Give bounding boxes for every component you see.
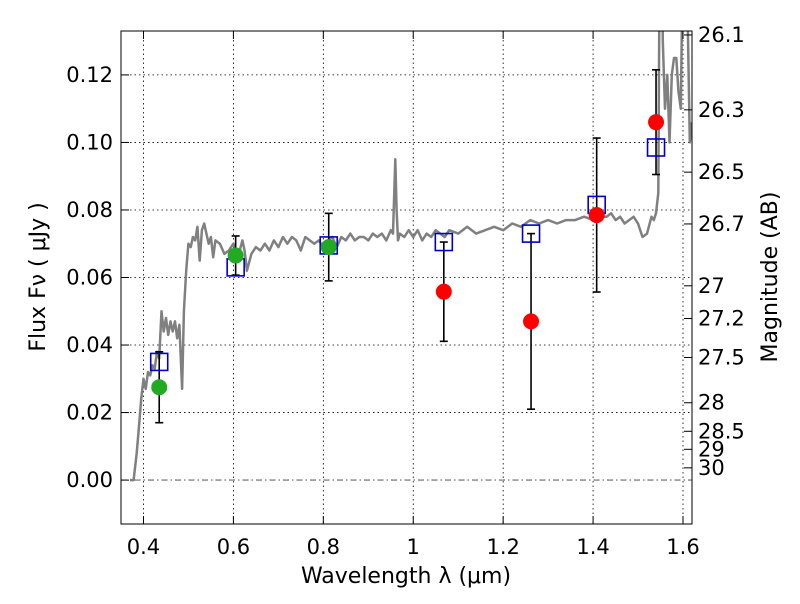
x-tick-label: 1.4 bbox=[576, 535, 609, 559]
y-axis-label: Flux Fν ( μJy ) bbox=[26, 202, 51, 351]
x-tick-label: 1.6 bbox=[666, 535, 699, 559]
model-photometry-box bbox=[434, 232, 454, 252]
observed-point bbox=[320, 239, 337, 256]
magnitude-tick-label: 29 bbox=[698, 437, 725, 461]
model-photometry-box bbox=[149, 352, 169, 372]
y-axis: 0.00 0.02 0.04 0.06 0.08 0.10 0.12 bbox=[66, 63, 129, 492]
observed-point bbox=[151, 379, 168, 396]
magnitude-tick-label: 27.5 bbox=[698, 346, 745, 370]
x-tick-label: 1.2 bbox=[486, 535, 519, 559]
observed-points-group bbox=[151, 114, 665, 396]
y-tick-label: 0.06 bbox=[66, 266, 113, 290]
magnitude-tick-label: 26.1 bbox=[698, 23, 745, 47]
observed-point bbox=[435, 283, 452, 300]
observed-point bbox=[648, 114, 665, 131]
magnitude-tick-label: 27.2 bbox=[698, 306, 745, 330]
model-photometry-box bbox=[646, 138, 666, 157]
x-axis: 0.4 0.6 0.8 1 1.2 1.4 1.6 bbox=[127, 31, 700, 559]
y-tick-label: 0.04 bbox=[66, 333, 113, 357]
y-tick-label: 0.10 bbox=[66, 130, 113, 154]
magnitude-axis-label: Magnitude (AB) bbox=[758, 192, 783, 363]
y-tick-label: 0.12 bbox=[66, 63, 113, 87]
magnitude-tick-label: 26.7 bbox=[698, 212, 745, 236]
magnitude-tick-label: 26.3 bbox=[698, 98, 745, 122]
x-tick-label: 0.6 bbox=[217, 535, 250, 559]
magnitude-tick-label: 27 bbox=[698, 274, 725, 298]
x-tick-label: 0.8 bbox=[307, 535, 340, 559]
grid-lines bbox=[121, 31, 692, 524]
magnitude-tick-label: 28.5 bbox=[698, 419, 745, 443]
observed-point bbox=[227, 247, 244, 264]
x-tick-label: 0.4 bbox=[127, 535, 160, 559]
magnitude-tick-label: 30 bbox=[698, 456, 725, 480]
model-spectrum-group bbox=[130, 31, 692, 482]
y-tick-label: 0.08 bbox=[66, 198, 113, 222]
y-tick-label: 0.00 bbox=[66, 468, 113, 492]
x-axis-label: Wavelength λ (μm) bbox=[301, 564, 511, 589]
x-tick-label: 1 bbox=[407, 535, 420, 559]
magnitude-tick-label: 28 bbox=[698, 391, 725, 415]
model-spectrum-line bbox=[130, 31, 692, 482]
observed-point bbox=[523, 313, 540, 330]
magnitude-tick-label: 26.5 bbox=[698, 160, 745, 184]
observed-point bbox=[588, 207, 605, 224]
model-photometry-box bbox=[521, 224, 541, 243]
y-tick-label: 0.02 bbox=[66, 401, 113, 425]
